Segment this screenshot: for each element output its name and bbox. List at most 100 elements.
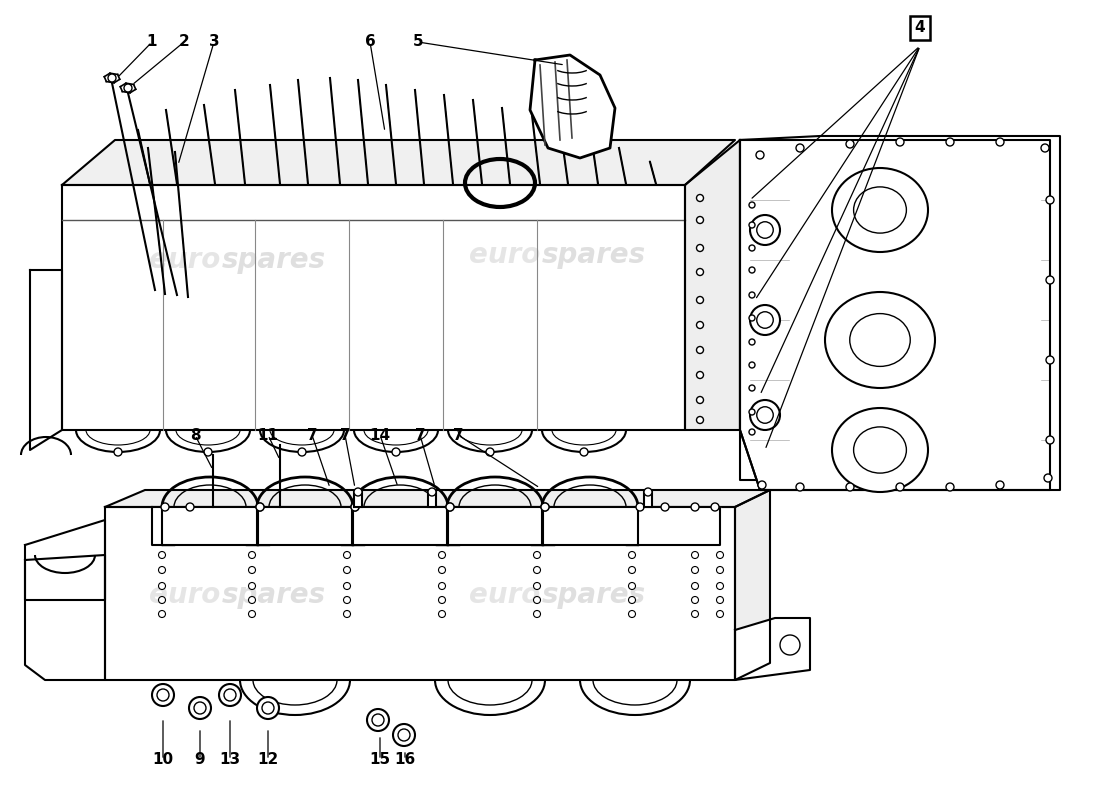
Ellipse shape	[832, 408, 928, 492]
Circle shape	[534, 610, 540, 618]
Circle shape	[696, 397, 704, 403]
Circle shape	[696, 217, 704, 223]
Circle shape	[534, 551, 540, 558]
Polygon shape	[740, 136, 1060, 490]
Text: 2: 2	[178, 34, 189, 50]
Text: 13: 13	[219, 753, 241, 767]
Circle shape	[749, 385, 755, 391]
Polygon shape	[62, 185, 685, 430]
Text: 9: 9	[195, 753, 206, 767]
Circle shape	[367, 709, 389, 731]
Circle shape	[161, 503, 169, 511]
Circle shape	[711, 503, 719, 511]
Circle shape	[580, 448, 588, 456]
Text: euro: euro	[148, 581, 220, 609]
Circle shape	[749, 315, 755, 321]
Polygon shape	[104, 490, 770, 507]
Circle shape	[692, 597, 698, 603]
Circle shape	[152, 684, 174, 706]
Circle shape	[541, 503, 549, 511]
Text: 3: 3	[209, 34, 219, 50]
Circle shape	[343, 597, 351, 603]
Circle shape	[696, 322, 704, 329]
Circle shape	[256, 503, 264, 511]
Circle shape	[157, 689, 169, 701]
Circle shape	[750, 400, 780, 430]
Circle shape	[757, 406, 773, 423]
Circle shape	[757, 312, 773, 328]
Text: 7: 7	[415, 427, 426, 442]
Circle shape	[249, 551, 255, 558]
Ellipse shape	[854, 187, 906, 233]
Circle shape	[628, 610, 636, 618]
Circle shape	[439, 551, 446, 558]
Circle shape	[692, 610, 698, 618]
Circle shape	[692, 566, 698, 574]
Circle shape	[439, 582, 446, 590]
Circle shape	[446, 503, 454, 511]
Circle shape	[189, 697, 211, 719]
Circle shape	[696, 245, 704, 251]
Circle shape	[428, 488, 436, 496]
Text: 10: 10	[153, 753, 174, 767]
Circle shape	[158, 610, 165, 618]
Polygon shape	[104, 507, 735, 680]
Circle shape	[946, 483, 954, 491]
Polygon shape	[25, 520, 104, 680]
Circle shape	[628, 582, 636, 590]
Circle shape	[750, 215, 780, 245]
Circle shape	[716, 566, 724, 574]
Ellipse shape	[849, 314, 911, 366]
Text: 7: 7	[307, 427, 317, 442]
Circle shape	[393, 724, 415, 746]
Circle shape	[1041, 144, 1049, 152]
Polygon shape	[530, 55, 615, 158]
Text: 7: 7	[453, 427, 463, 442]
Bar	[354, 492, 362, 507]
Circle shape	[696, 269, 704, 275]
Circle shape	[158, 551, 165, 558]
Text: 16: 16	[395, 753, 416, 767]
Circle shape	[846, 140, 854, 148]
Circle shape	[439, 597, 446, 603]
Circle shape	[534, 566, 540, 574]
Circle shape	[439, 610, 446, 618]
Circle shape	[691, 503, 698, 511]
Circle shape	[392, 448, 400, 456]
Polygon shape	[740, 140, 1050, 480]
Circle shape	[846, 483, 854, 491]
Ellipse shape	[825, 292, 935, 388]
Ellipse shape	[854, 427, 906, 473]
Circle shape	[796, 483, 804, 491]
Circle shape	[158, 566, 165, 574]
Circle shape	[749, 339, 755, 345]
Circle shape	[758, 481, 766, 489]
Ellipse shape	[832, 168, 928, 252]
Circle shape	[204, 448, 212, 456]
Circle shape	[696, 346, 704, 354]
Text: spares: spares	[542, 581, 646, 609]
Circle shape	[249, 597, 255, 603]
Circle shape	[716, 582, 724, 590]
Text: spares: spares	[542, 241, 646, 269]
Polygon shape	[30, 270, 62, 450]
Circle shape	[249, 610, 255, 618]
Circle shape	[796, 144, 804, 152]
Polygon shape	[685, 140, 740, 430]
Bar	[428, 492, 436, 507]
Circle shape	[1046, 356, 1054, 364]
Text: 14: 14	[370, 427, 390, 442]
Circle shape	[896, 138, 904, 146]
Polygon shape	[735, 618, 810, 680]
Circle shape	[628, 566, 636, 574]
Circle shape	[757, 222, 773, 238]
Text: 7: 7	[340, 427, 350, 442]
Circle shape	[749, 222, 755, 228]
Polygon shape	[152, 507, 720, 545]
Circle shape	[628, 551, 636, 558]
Text: 8: 8	[189, 427, 200, 442]
Circle shape	[896, 483, 904, 491]
Text: 1: 1	[146, 34, 157, 50]
Circle shape	[996, 481, 1004, 489]
Circle shape	[696, 194, 704, 202]
